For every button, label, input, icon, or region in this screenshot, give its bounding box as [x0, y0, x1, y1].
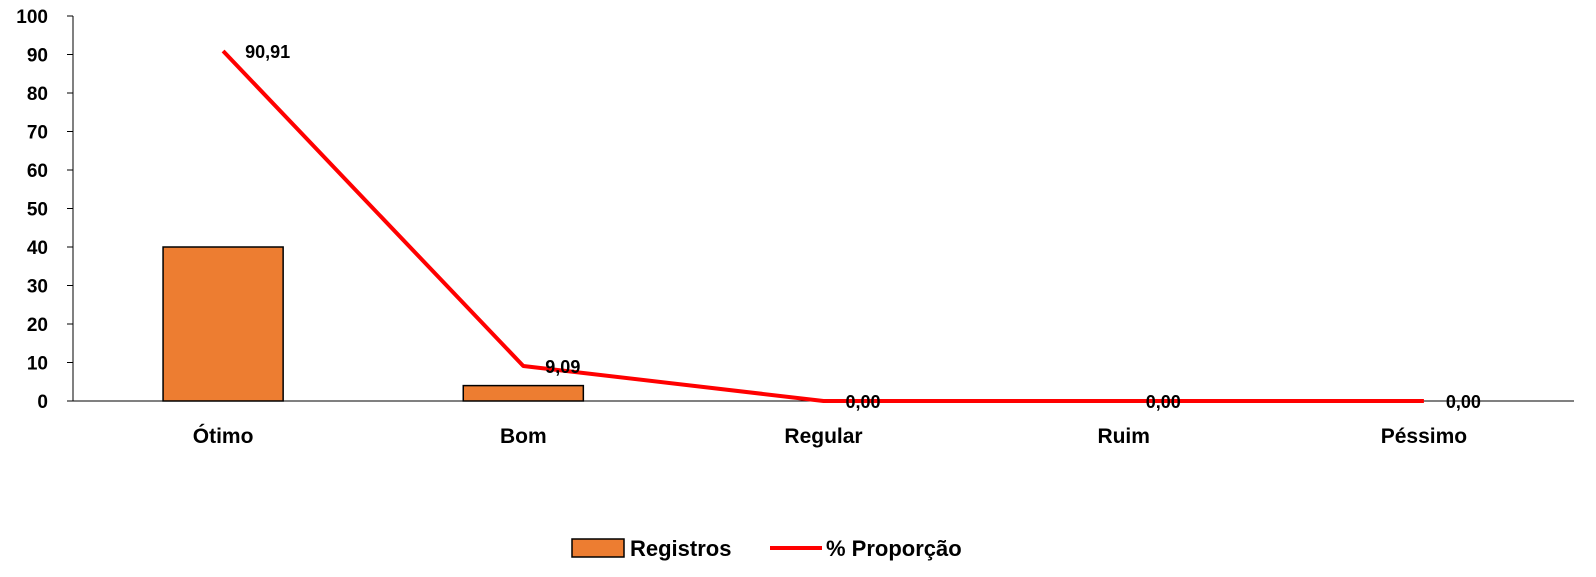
x-axis-categories: Ótimo Bom Regular Ruim Péssimo — [193, 424, 1467, 448]
legend-registros-swatch — [571, 538, 625, 558]
x-category-label: Bom — [500, 425, 547, 448]
y-tick-label: 30 — [27, 277, 48, 298]
y-axis-ticks: 0 10 20 30 40 50 60 70 80 90 100 — [16, 7, 73, 413]
data-labels: 90,91 9,09 0,00 0,00 0,00 — [245, 42, 1481, 412]
legend-proporcao-label: % Proporção — [826, 536, 962, 561]
bar-series — [162, 246, 585, 402]
line-series-proporcao — [221, 49, 1424, 403]
bar-registros — [162, 246, 284, 402]
data-label-proporcao: 0,00 — [846, 392, 881, 412]
data-label-proporcao: 0,00 — [1146, 392, 1181, 412]
data-label-proporcao: 0,00 — [1446, 392, 1481, 412]
y-tick-label: 0 — [37, 392, 48, 413]
y-tick-label: 40 — [27, 238, 48, 259]
legend-registros-label: Registros — [630, 536, 731, 561]
y-tick-label: 80 — [27, 84, 48, 105]
y-tick-label: 60 — [27, 161, 48, 182]
y-tick-label: 10 — [27, 354, 48, 375]
data-label-proporcao: 9,09 — [545, 357, 580, 377]
x-category-label: Péssimo — [1381, 425, 1467, 448]
y-tick-label: 20 — [27, 315, 48, 336]
bar-registros — [462, 384, 585, 402]
y-tick-label: 100 — [16, 7, 48, 28]
x-category-label: Ruim — [1097, 425, 1150, 448]
y-tick-label: 90 — [27, 46, 48, 67]
y-tick-label: 70 — [27, 123, 48, 144]
x-category-label: Ótimo — [193, 424, 254, 448]
x-category-label: Regular — [784, 425, 862, 448]
legend: Registros % Proporção — [571, 536, 962, 561]
data-label-proporcao: 90,91 — [245, 42, 290, 62]
y-tick-label: 50 — [27, 200, 48, 221]
